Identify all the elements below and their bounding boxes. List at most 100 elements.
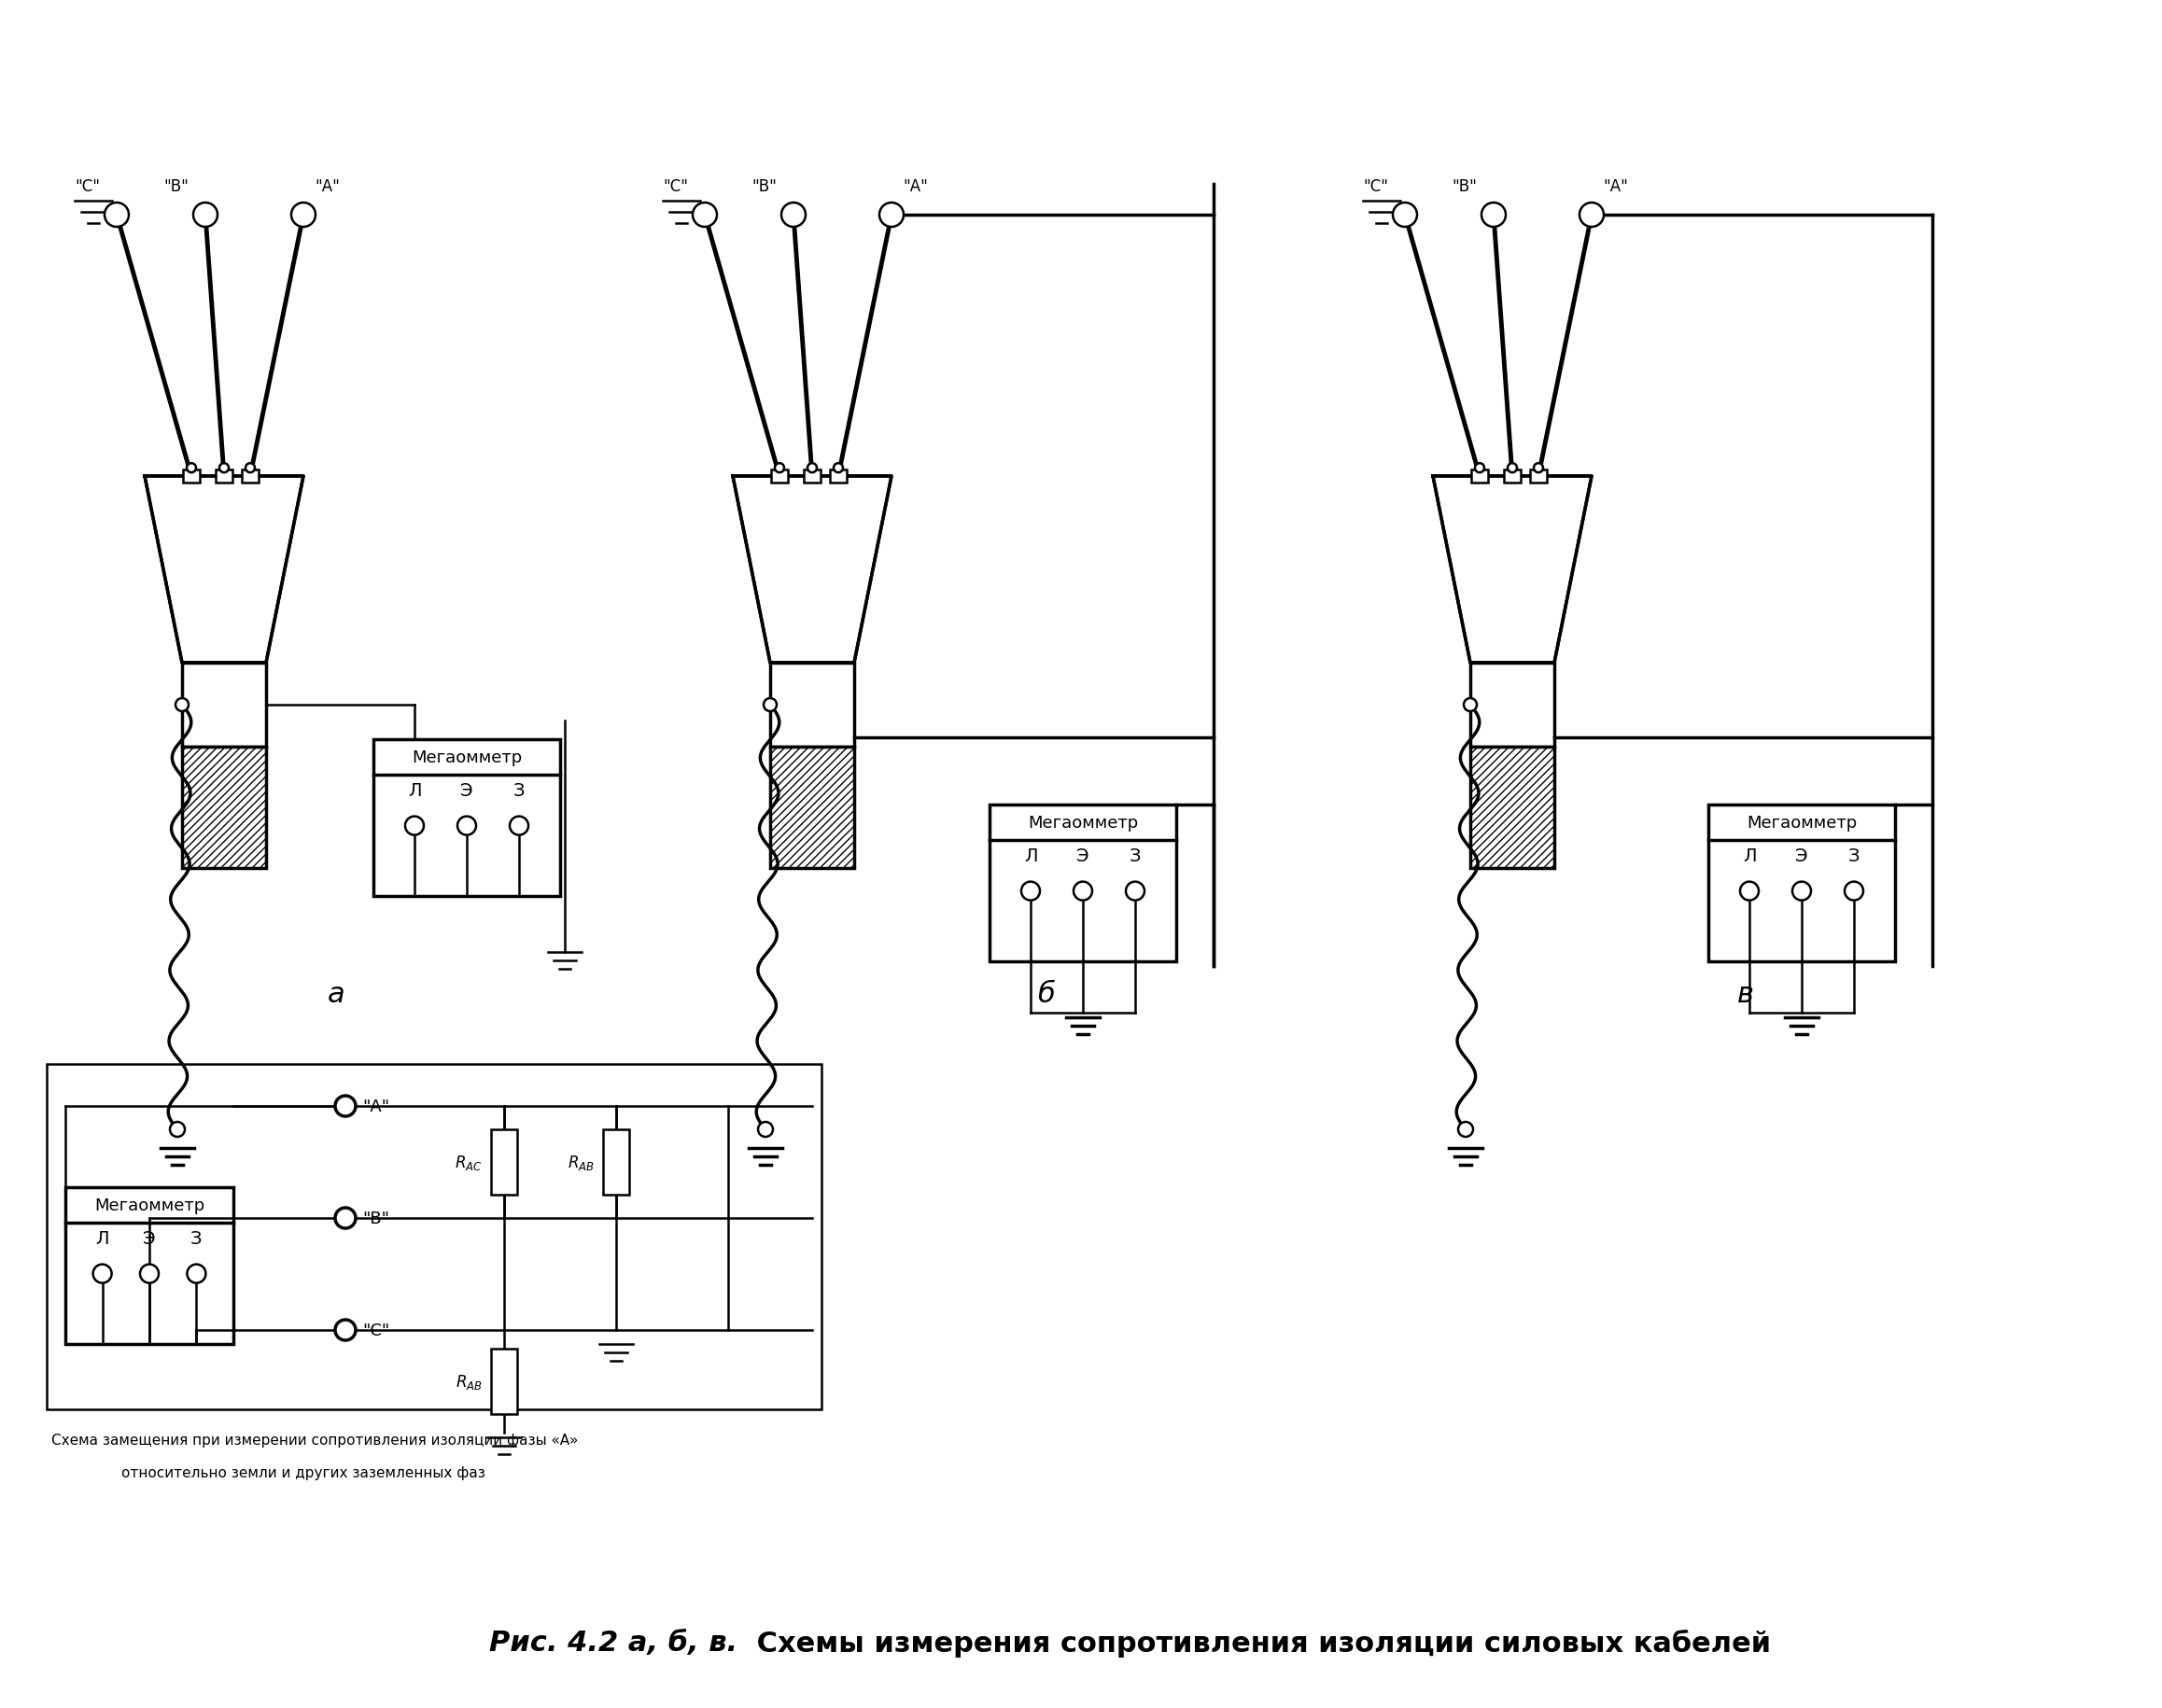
Circle shape [292,203,316,227]
Circle shape [1075,881,1092,900]
Circle shape [188,1264,205,1283]
Text: Рис. 4.2 а, б, в.: Рис. 4.2 а, б, в. [489,1629,737,1657]
Text: $R_{AB}$: $R_{AB}$ [566,1153,595,1172]
Bar [491,1349,517,1414]
Text: "C": "C" [363,1322,389,1339]
Text: "B": "B" [164,178,188,195]
Circle shape [218,465,229,473]
Text: Схема замещения при измерении сопротивления изоляции фазы «A»: Схема замещения при измерении сопротивле… [52,1433,577,1447]
Text: З: З [512,782,525,799]
Text: "B": "B" [1451,178,1477,195]
Text: Э: Э [1794,847,1807,864]
Circle shape [1580,203,1604,227]
Circle shape [1844,881,1864,900]
Text: З: З [1129,847,1142,864]
Text: З: З [190,1230,203,1247]
Bar [770,663,854,746]
Text: "A": "A" [904,178,927,195]
Circle shape [1792,881,1812,900]
Circle shape [192,203,218,227]
Bar [216,470,233,483]
Circle shape [104,203,130,227]
Circle shape [880,203,904,227]
Text: З: З [1849,847,1859,864]
Circle shape [175,699,188,712]
Circle shape [1507,465,1518,473]
Circle shape [1457,1122,1472,1138]
Bar [1708,804,1896,962]
Circle shape [763,699,776,712]
Circle shape [692,203,718,227]
Text: $R_{AC}$: $R_{AC}$ [454,1153,482,1172]
Bar [1505,470,1520,483]
Bar [65,1187,233,1344]
Text: "A": "A" [363,1098,389,1115]
Bar [804,470,822,483]
Polygon shape [1433,477,1591,663]
Bar [1470,746,1554,868]
Bar [772,470,787,483]
Text: Э: Э [1077,847,1090,864]
Circle shape [835,465,843,473]
Text: Мегаомметр: Мегаомметр [1027,815,1137,832]
Bar [184,470,199,483]
Text: Э: Э [461,782,473,799]
Bar [48,1064,822,1409]
Circle shape [1464,699,1477,712]
Text: Схемы измерения сопротивления изоляции силовых кабелей: Схемы измерения сопротивления изоляции с… [746,1629,1771,1657]
Bar [374,740,560,897]
Circle shape [1392,203,1416,227]
Bar [990,804,1176,962]
Bar [1470,663,1554,746]
Text: относительно земли и других заземленных фаз: относительно земли и других заземленных … [121,1465,484,1479]
Text: $R_{AB}$: $R_{AB}$ [456,1372,482,1390]
Bar [1470,470,1487,483]
Circle shape [774,465,785,473]
Text: "B": "B" [752,178,776,195]
Circle shape [1481,203,1505,227]
Circle shape [806,465,817,473]
Circle shape [141,1264,158,1283]
Text: Мегаомметр: Мегаомметр [411,750,521,765]
Circle shape [1126,881,1144,900]
Text: Мегаомметр: Мегаомметр [1747,815,1857,832]
Text: "A": "A" [1602,178,1628,195]
Circle shape [510,816,528,835]
Circle shape [1020,881,1040,900]
Circle shape [335,1097,357,1117]
Bar [182,746,266,868]
Circle shape [246,465,255,473]
Bar [182,663,266,746]
Text: Л: Л [409,782,422,799]
Circle shape [458,816,476,835]
Circle shape [171,1122,184,1138]
Circle shape [186,465,197,473]
Text: Л: Л [1025,847,1038,864]
Text: Л: Л [1743,847,1756,864]
Bar [830,470,848,483]
Circle shape [1474,465,1485,473]
Text: б: б [1038,980,1055,1008]
Polygon shape [145,477,303,663]
Bar [491,1129,517,1196]
Bar [242,470,259,483]
Text: "B": "B" [363,1209,389,1226]
Bar [770,746,854,868]
Polygon shape [733,477,891,663]
Bar [1531,470,1546,483]
Circle shape [93,1264,112,1283]
Text: "A": "A" [316,178,339,195]
Circle shape [404,816,424,835]
Text: Мегаомметр: Мегаомметр [95,1197,205,1214]
Circle shape [1533,465,1544,473]
Text: "C": "C" [1362,178,1388,195]
Circle shape [335,1208,357,1228]
Text: Л: Л [95,1230,108,1247]
Text: Э: Э [143,1230,156,1247]
Text: в: в [1738,980,1753,1008]
Text: а: а [326,980,344,1008]
Circle shape [759,1122,774,1138]
Circle shape [335,1320,357,1341]
Circle shape [780,203,806,227]
Text: "C": "C" [76,178,99,195]
